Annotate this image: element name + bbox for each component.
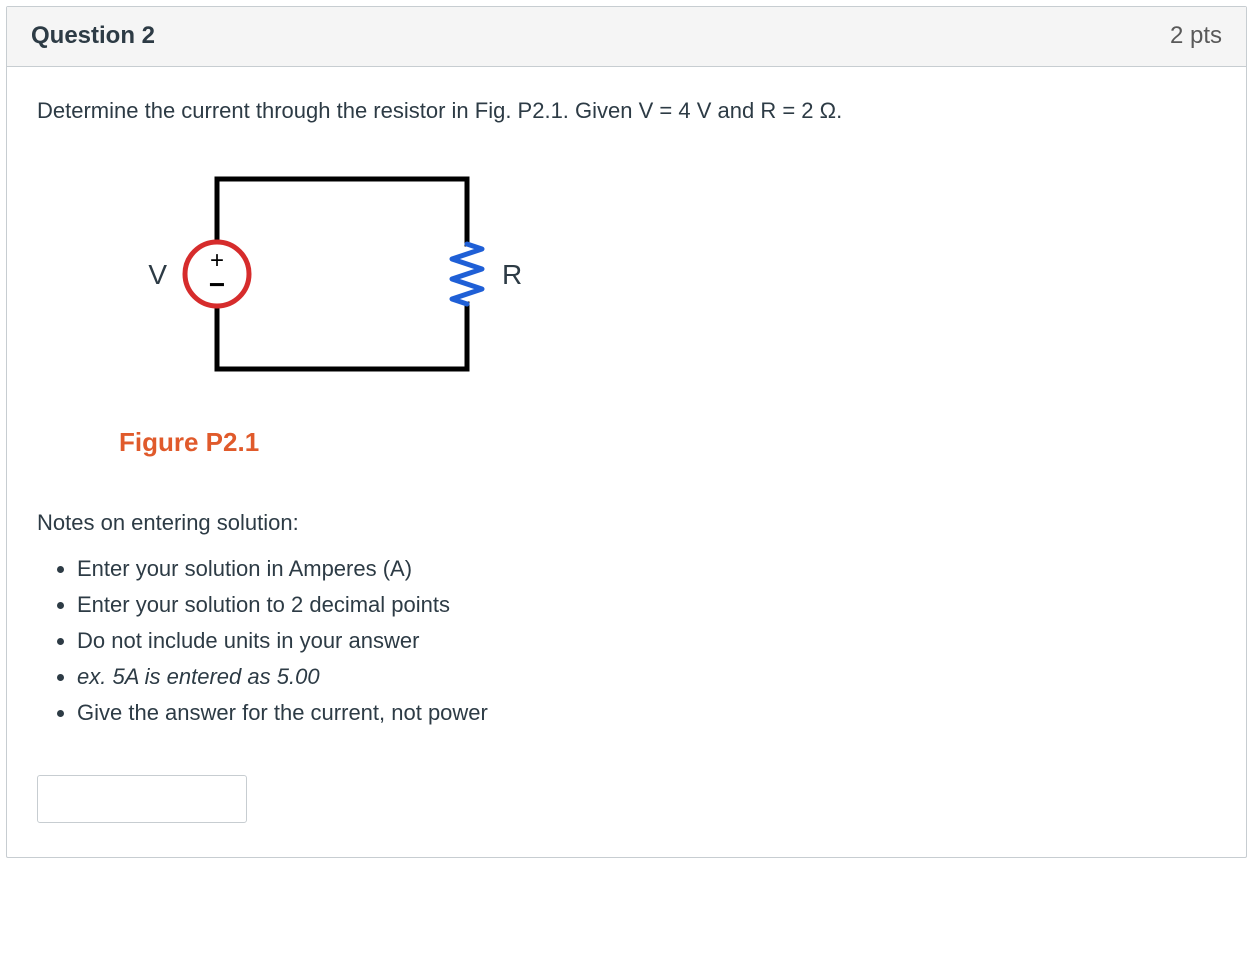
question-header: Question 2 2 pts — [7, 7, 1246, 67]
figure-caption: Figure P2.1 — [119, 424, 617, 462]
svg-text:R: R — [502, 259, 522, 290]
note-item: Give the answer for the current, not pow… — [77, 697, 1216, 729]
svg-text:V: V — [148, 259, 167, 290]
figure: +−VR Figure P2.1 — [97, 149, 617, 462]
note-item: Enter your solution in Amperes (A) — [77, 553, 1216, 585]
circuit-diagram: +−VR — [97, 149, 557, 409]
question-points: 2 pts — [1170, 19, 1222, 54]
svg-text:−: − — [209, 269, 225, 300]
notes-list: Enter your solution in Amperes (A) Enter … — [55, 553, 1216, 728]
question-prompt: Determine the current through the resist… — [37, 95, 1216, 127]
note-item: Do not include units in your answer — [77, 625, 1216, 657]
question-title: Question 2 — [31, 19, 155, 54]
note-item: Enter your solution to 2 decimal points — [77, 589, 1216, 621]
question-container: Question 2 2 pts Determine the current t… — [6, 6, 1247, 858]
question-body: Determine the current through the resist… — [7, 67, 1246, 857]
answer-input[interactable] — [37, 775, 247, 823]
notes-heading: Notes on entering solution: — [37, 507, 1216, 539]
note-item: ex. 5A is entered as 5.00 — [77, 661, 1216, 693]
